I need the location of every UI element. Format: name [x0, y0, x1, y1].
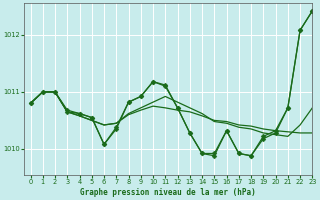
X-axis label: Graphe pression niveau de la mer (hPa): Graphe pression niveau de la mer (hPa) — [81, 188, 256, 197]
